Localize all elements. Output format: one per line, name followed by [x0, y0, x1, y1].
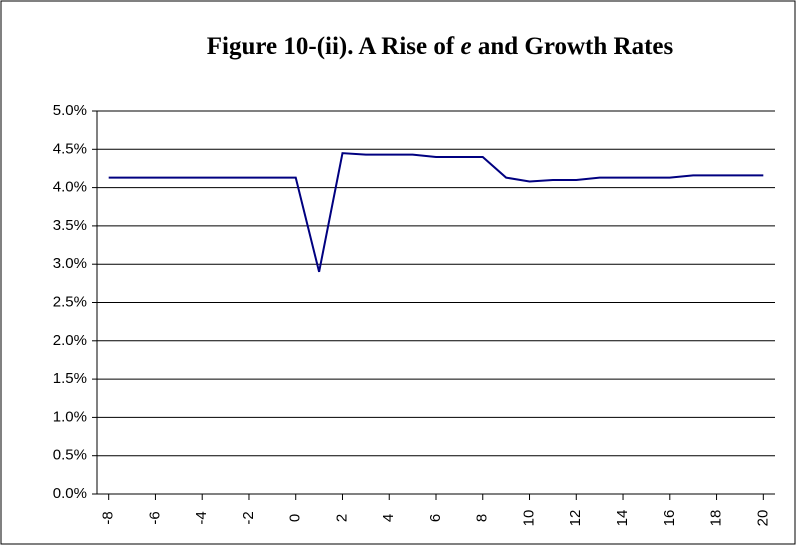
x-tick-label: -6 [146, 511, 163, 524]
x-tick-label: 0 [287, 514, 304, 522]
x-tick-label: 6 [427, 514, 444, 522]
x-tick-label: 14 [614, 510, 631, 527]
title-part: and Growth Rates [478, 33, 674, 60]
y-tick-label: 0.5% [53, 447, 87, 464]
y-tick-label: 1.5% [53, 370, 87, 387]
y-tick-label: 2.0% [53, 332, 87, 349]
x-tick-label: 12 [567, 510, 584, 527]
x-tick-label: 8 [474, 514, 491, 522]
x-tick-label: 2 [333, 514, 350, 522]
y-tick-label: 4.0% [53, 179, 87, 196]
chart-title: Figure 10-(ii). A Rise of e and Growth R… [207, 33, 674, 60]
y-tick-label: 3.5% [53, 217, 87, 234]
x-tick-label: 20 [754, 510, 771, 527]
x-tick-label: 16 [661, 510, 678, 527]
x-tick-label: -4 [193, 511, 210, 524]
x-tick-label: 18 [708, 510, 725, 527]
y-tick-label: 5.0% [53, 102, 87, 119]
y-tick-label: 0.0% [53, 485, 87, 502]
x-tick-label: -8 [100, 511, 117, 524]
x-tick-label: -2 [240, 511, 257, 524]
data-line [108, 152, 764, 273]
y-tick-label: 3.0% [53, 255, 87, 272]
x-tick-label: 10 [520, 510, 537, 527]
title-part: Figure 10-(ii). A Rise of [207, 33, 455, 60]
title-part: e [460, 33, 471, 60]
y-tick-label: 4.5% [53, 140, 87, 157]
y-tick-label: 2.5% [53, 293, 87, 310]
y-tick-label: 1.0% [53, 408, 87, 425]
x-tick-label: 4 [380, 514, 397, 522]
